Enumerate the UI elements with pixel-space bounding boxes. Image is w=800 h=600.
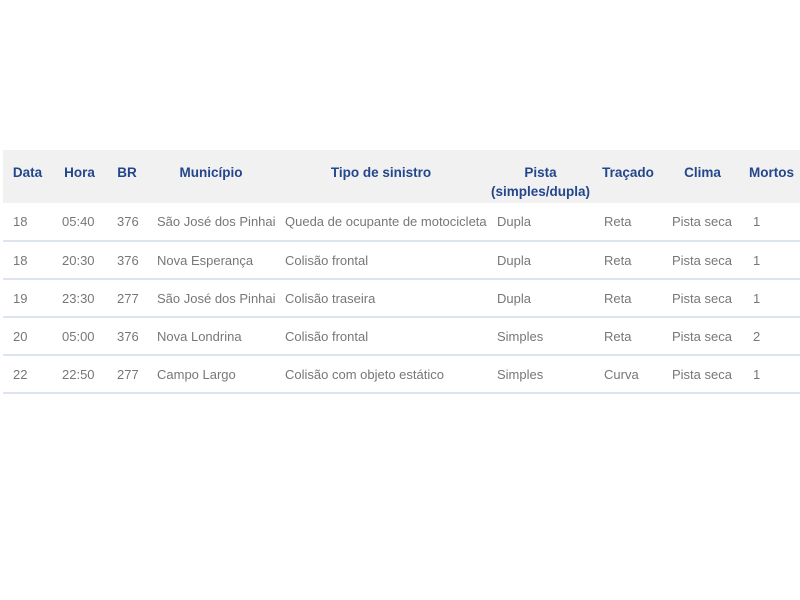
cell-tipo-de-sinistro: Queda de ocupante de motocicleta [275, 203, 487, 242]
cell-hora: 22:50 [52, 355, 107, 394]
col-header-br: BR [107, 150, 147, 203]
cell-tipo-de-sinistro: Colisão traseira [275, 279, 487, 318]
cell-tracado: Curva [594, 355, 662, 394]
cell-mortos: 1 [743, 241, 800, 280]
cell-pista: Simples [487, 355, 594, 394]
col-header-pista: Pista (simples/dupla) [487, 150, 594, 203]
cell-data: 20 [3, 317, 52, 356]
col-header-mortos: Mortos [743, 150, 800, 203]
col-header-pista-line1: Pista [524, 165, 557, 180]
cell-data: 18 [3, 241, 52, 280]
cell-hora: 23:30 [52, 279, 107, 318]
table-row: 20 05:00 376 Nova Londrina Colisão front… [3, 317, 800, 356]
cell-municipio: São José dos Pinhais [147, 279, 275, 318]
col-header-tipo-de-sinistro: Tipo de sinistro [275, 150, 487, 203]
cell-municipio: Campo Largo [147, 355, 275, 394]
cell-municipio: Nova Esperança [147, 241, 275, 280]
cell-clima: Pista seca [662, 241, 743, 280]
cell-hora: 05:00 [52, 317, 107, 356]
table-row: 18 05:40 376 São José dos Pinhais Queda … [3, 203, 800, 242]
cell-clima: Pista seca [662, 355, 743, 394]
cell-mortos: 1 [743, 279, 800, 318]
cell-br: 376 [107, 241, 147, 280]
cell-tipo-de-sinistro: Colisão frontal [275, 241, 487, 280]
cell-br: 277 [107, 355, 147, 394]
cell-clima: Pista seca [662, 317, 743, 356]
cell-hora: 20:30 [52, 241, 107, 280]
col-header-municipio: Município [147, 150, 275, 203]
cell-data: 19 [3, 279, 52, 318]
cell-pista: Dupla [487, 203, 594, 242]
cell-tipo-de-sinistro: Colisão com objeto estático [275, 355, 487, 394]
table-header: Data Hora BR Município Tipo de sinistro … [3, 150, 800, 203]
cell-br: 376 [107, 203, 147, 242]
cell-tracado: Reta [594, 203, 662, 242]
cell-br: 277 [107, 279, 147, 318]
col-header-pista-line2: (simples/dupla) [490, 184, 590, 199]
cell-mortos: 2 [743, 317, 800, 356]
header-row: Data Hora BR Município Tipo de sinistro … [3, 150, 800, 203]
cell-data: 18 [3, 203, 52, 242]
cell-pista: Simples [487, 317, 594, 356]
table-row: 22 22:50 277 Campo Largo Colisão com obj… [3, 355, 800, 394]
cell-municipio: São José dos Pinhais [147, 203, 275, 242]
cell-br: 376 [107, 317, 147, 356]
col-header-clima: Clima [662, 150, 743, 203]
cell-mortos: 1 [743, 355, 800, 394]
cell-tracado: Reta [594, 317, 662, 356]
table-body: 18 05:40 376 São José dos Pinhais Queda … [3, 203, 800, 394]
cell-mortos: 1 [743, 203, 800, 242]
col-header-data: Data [3, 150, 52, 203]
cell-tipo-de-sinistro: Colisão frontal [275, 317, 487, 356]
cell-pista: Dupla [487, 241, 594, 280]
table-row: 18 20:30 376 Nova Esperança Colisão fron… [3, 241, 800, 280]
cell-hora: 05:40 [52, 203, 107, 242]
cell-clima: Pista seca [662, 279, 743, 318]
table-row: 19 23:30 277 São José dos Pinhais Colisã… [3, 279, 800, 318]
accidents-table: Data Hora BR Município Tipo de sinistro … [3, 150, 800, 394]
cell-clima: Pista seca [662, 203, 743, 242]
cell-pista: Dupla [487, 279, 594, 318]
cell-data: 22 [3, 355, 52, 394]
col-header-tracado: Traçado [594, 150, 662, 203]
accidents-table-container: Data Hora BR Município Tipo de sinistro … [3, 150, 800, 394]
cell-tracado: Reta [594, 279, 662, 318]
cell-tracado: Reta [594, 241, 662, 280]
col-header-hora: Hora [52, 150, 107, 203]
cell-municipio: Nova Londrina [147, 317, 275, 356]
